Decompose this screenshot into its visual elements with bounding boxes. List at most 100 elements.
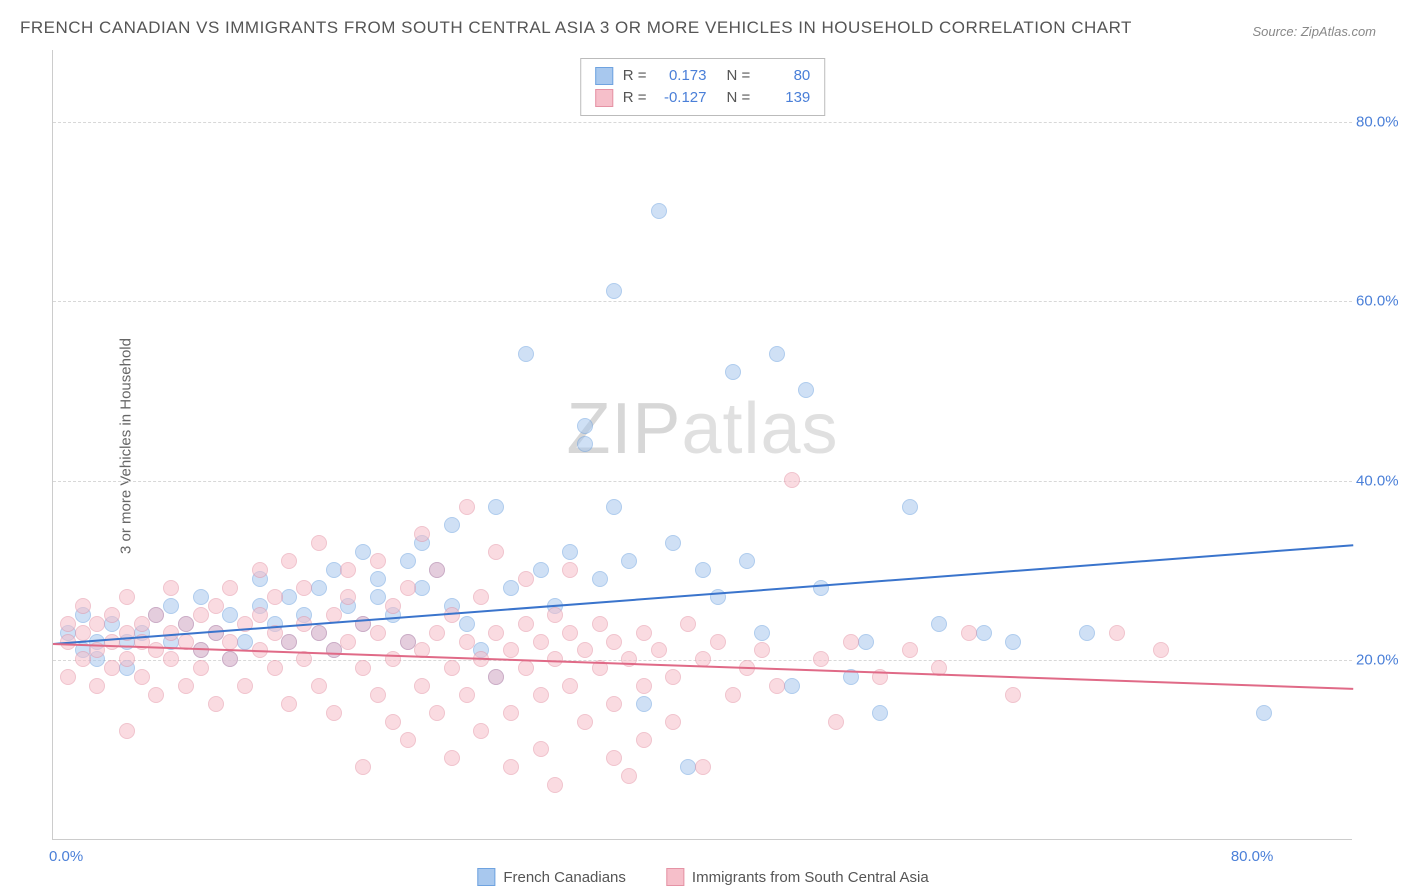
y-tick-label: 20.0% <box>1356 652 1404 669</box>
data-point <box>592 616 608 632</box>
data-point <box>75 598 91 614</box>
data-point <box>636 732 652 748</box>
data-point <box>488 499 504 515</box>
data-point <box>784 678 800 694</box>
data-point <box>193 642 209 658</box>
data-point <box>148 687 164 703</box>
data-point <box>488 544 504 560</box>
data-point <box>503 642 519 658</box>
data-point <box>326 642 342 658</box>
data-point <box>902 499 918 515</box>
data-point <box>104 660 120 676</box>
legend-item: Immigrants from South Central Asia <box>666 868 929 886</box>
watermark: ZIPatlas <box>566 388 838 470</box>
data-point <box>533 634 549 650</box>
data-point <box>208 598 224 614</box>
data-point <box>710 634 726 650</box>
data-point <box>281 634 297 650</box>
data-point <box>621 553 637 569</box>
data-point <box>414 580 430 596</box>
data-point <box>281 696 297 712</box>
data-point <box>562 562 578 578</box>
data-point <box>222 580 238 596</box>
data-point <box>163 598 179 614</box>
data-point <box>326 562 342 578</box>
data-point <box>237 678 253 694</box>
legend-row: R =-0.127N =139 <box>595 87 811 109</box>
data-point <box>533 687 549 703</box>
data-point <box>769 346 785 362</box>
data-point <box>562 544 578 560</box>
data-point <box>400 732 416 748</box>
data-point <box>547 777 563 793</box>
data-point <box>621 768 637 784</box>
data-point <box>872 705 888 721</box>
legend-r-value: 0.173 <box>657 65 707 87</box>
data-point <box>385 598 401 614</box>
data-point <box>119 589 135 605</box>
data-point <box>473 589 489 605</box>
data-point <box>237 634 253 650</box>
data-point <box>104 607 120 623</box>
legend-n-value: 139 <box>760 87 810 109</box>
data-point <box>651 203 667 219</box>
data-point <box>577 714 593 730</box>
data-point <box>370 553 386 569</box>
data-point <box>193 589 209 605</box>
data-point <box>311 580 327 596</box>
data-point <box>178 678 194 694</box>
data-point <box>311 535 327 551</box>
data-point <box>503 580 519 596</box>
data-point <box>606 696 622 712</box>
data-point <box>340 634 356 650</box>
data-point <box>577 436 593 452</box>
data-point <box>473 723 489 739</box>
data-point <box>429 705 445 721</box>
legend-swatch <box>595 89 613 107</box>
data-point <box>636 678 652 694</box>
data-point <box>695 562 711 578</box>
data-point <box>459 616 475 632</box>
y-tick-label: 80.0% <box>1356 113 1404 130</box>
data-point <box>355 544 371 560</box>
data-point <box>813 580 829 596</box>
data-point <box>725 687 741 703</box>
data-point <box>592 571 608 587</box>
data-point <box>577 418 593 434</box>
data-point <box>222 651 238 667</box>
legend-item: French Canadians <box>477 868 626 886</box>
data-point <box>665 535 681 551</box>
y-tick-label: 60.0% <box>1356 293 1404 310</box>
data-point <box>267 660 283 676</box>
data-point <box>784 472 800 488</box>
data-point <box>222 634 238 650</box>
data-point <box>119 651 135 667</box>
legend-r-label: R = <box>623 87 647 109</box>
gridline <box>53 481 1352 482</box>
data-point <box>606 750 622 766</box>
data-point <box>606 634 622 650</box>
data-point <box>414 678 430 694</box>
data-point <box>533 741 549 757</box>
data-point <box>1005 634 1021 650</box>
data-point <box>503 705 519 721</box>
data-point <box>340 589 356 605</box>
data-point <box>518 616 534 632</box>
gridline <box>53 301 1352 302</box>
data-point <box>651 642 667 658</box>
data-point <box>400 553 416 569</box>
data-point <box>606 283 622 299</box>
data-point <box>562 625 578 641</box>
data-point <box>961 625 977 641</box>
data-point <box>680 616 696 632</box>
data-point <box>400 634 416 650</box>
data-point <box>754 642 770 658</box>
data-point <box>89 678 105 694</box>
data-point <box>754 625 770 641</box>
data-point <box>577 642 593 658</box>
data-point <box>193 607 209 623</box>
data-point <box>769 678 785 694</box>
legend-r-value: -0.127 <box>657 87 707 109</box>
data-point <box>326 705 342 721</box>
data-point <box>429 625 445 641</box>
